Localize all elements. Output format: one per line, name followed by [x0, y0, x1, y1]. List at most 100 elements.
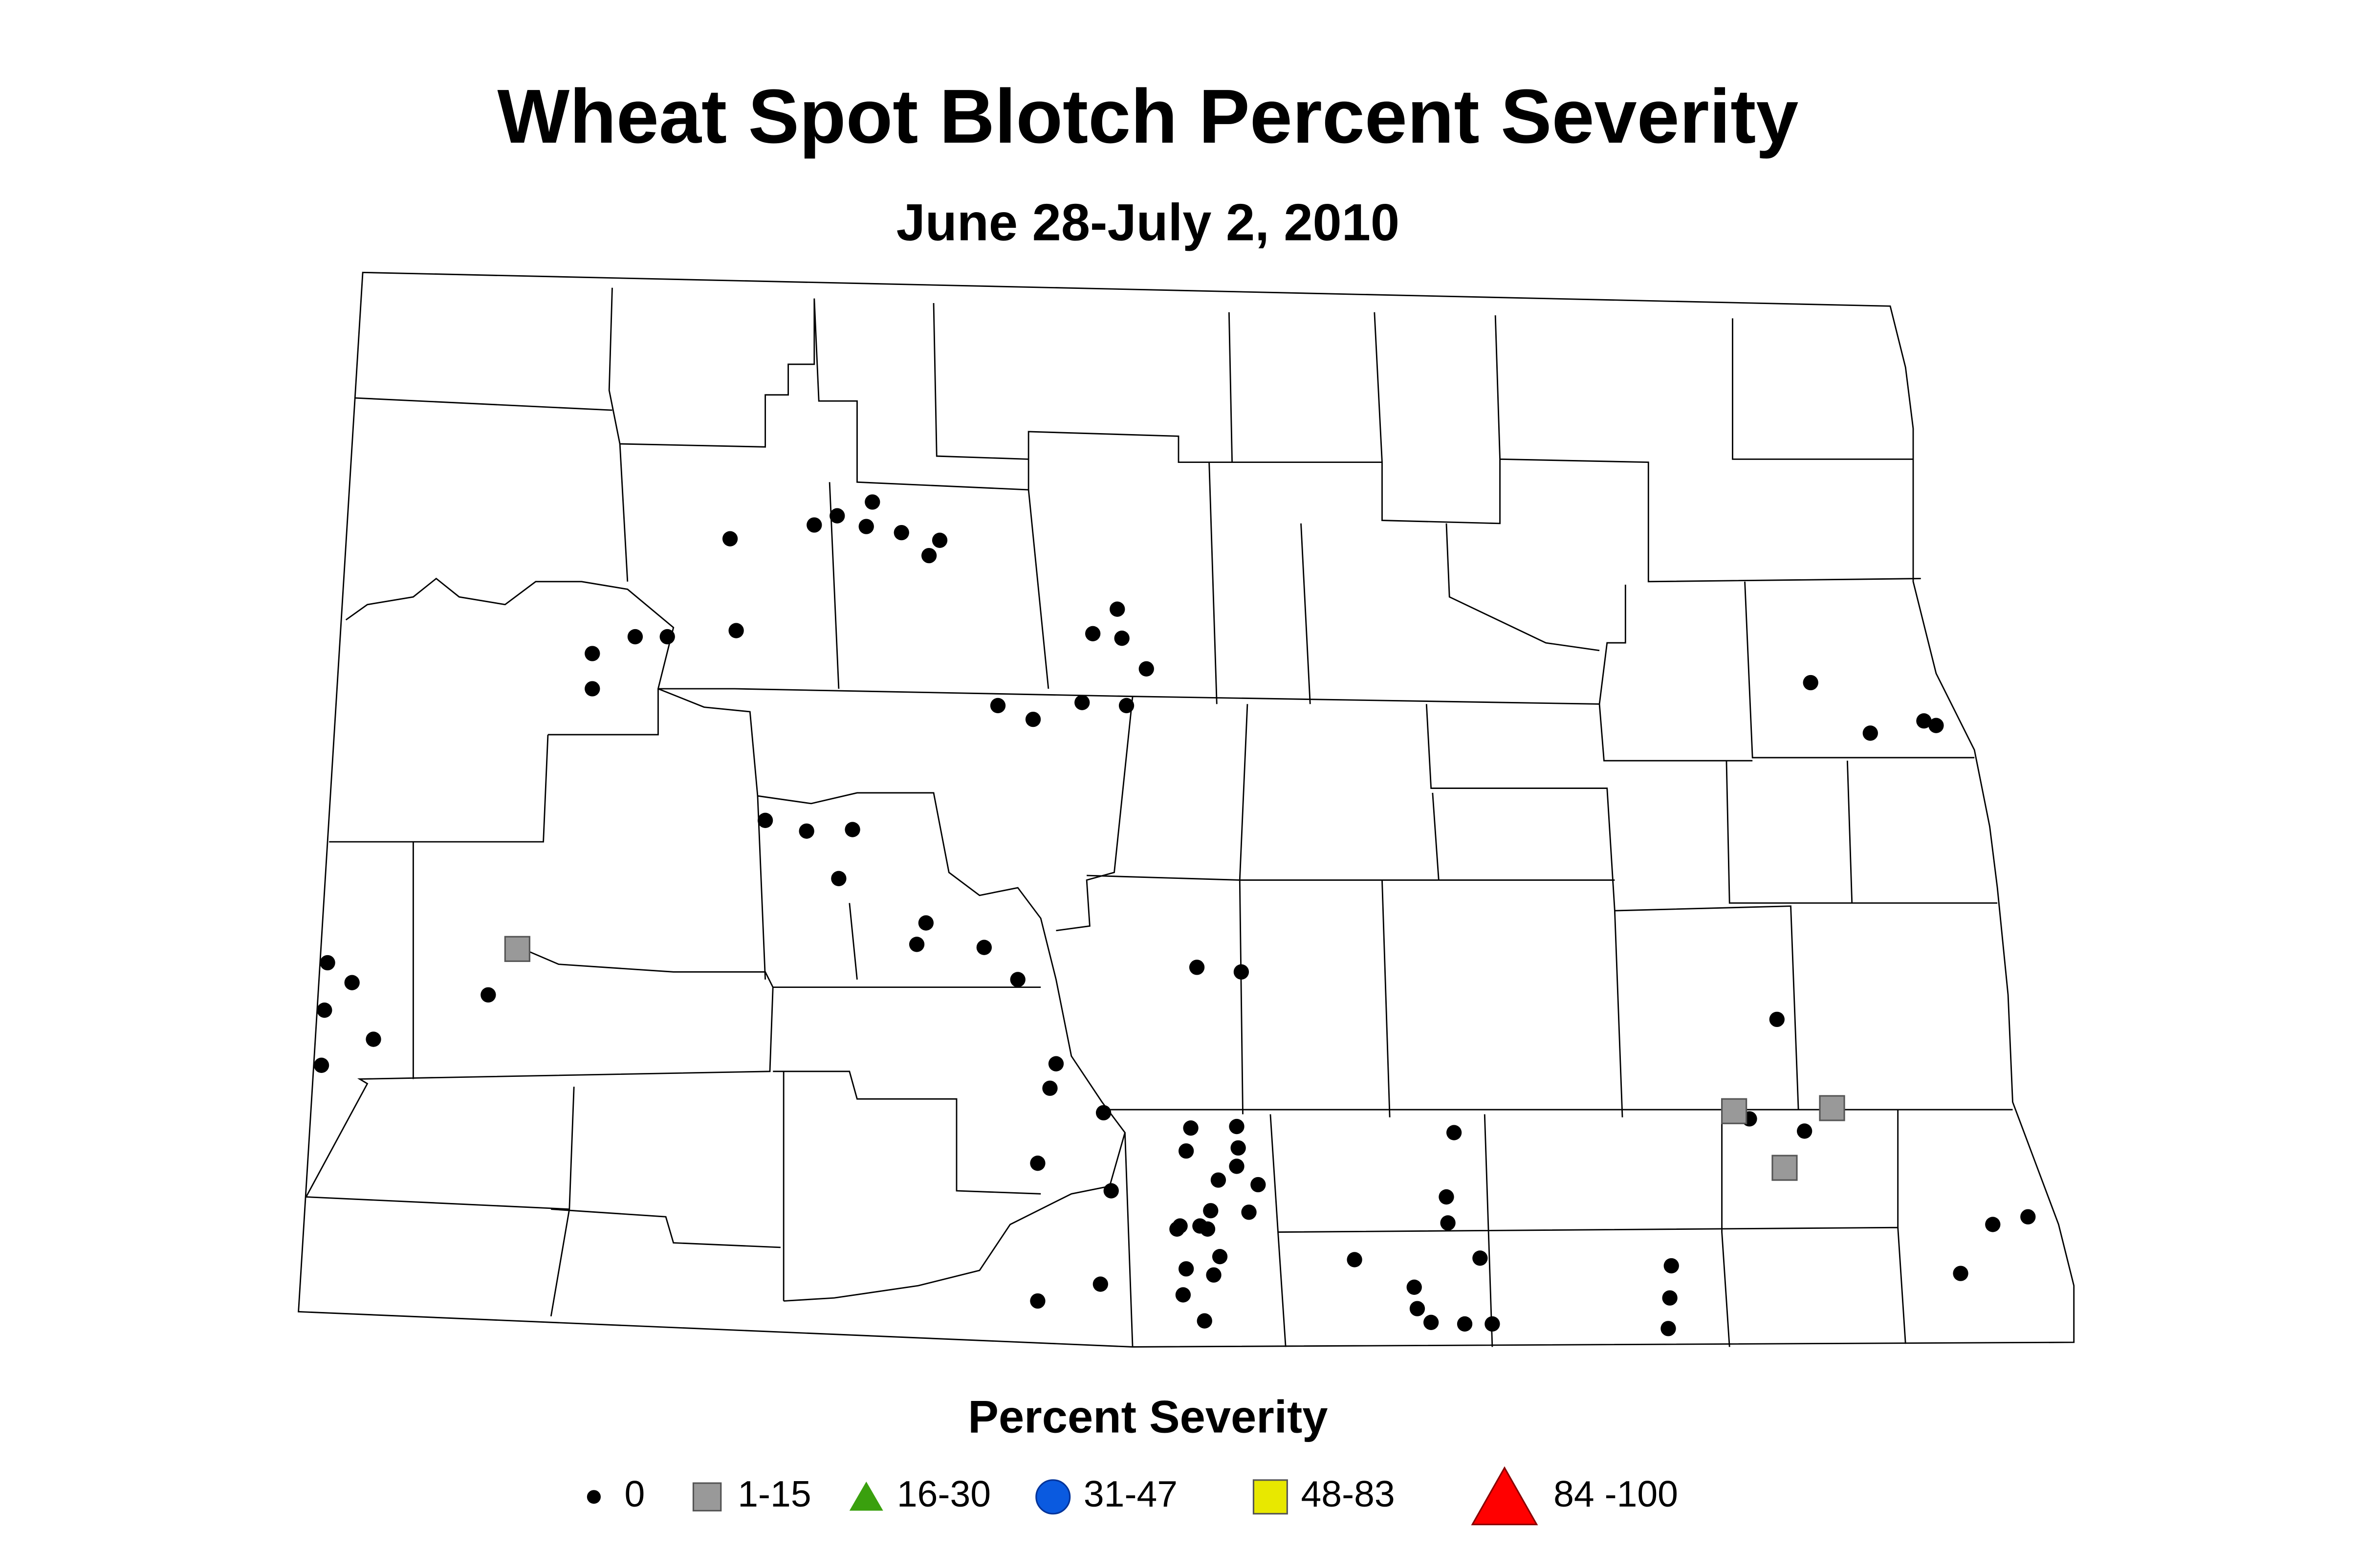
point-zero	[1953, 1266, 1968, 1281]
point-zero	[1189, 960, 1205, 975]
point-zero	[757, 812, 773, 828]
legend-label: 0	[625, 1473, 645, 1514]
point-zero	[728, 623, 744, 638]
point-zero	[932, 532, 948, 548]
point-zero	[1179, 1143, 1194, 1159]
subtitle: June 28-July 2, 2010	[896, 194, 1400, 252]
title: Wheat Spot Blotch Percent Severity	[497, 74, 1798, 159]
legend-symbol	[1471, 1466, 1538, 1526]
point-zero	[1916, 713, 1932, 729]
point-zero	[1169, 1221, 1185, 1237]
point-zero	[1457, 1316, 1473, 1332]
legend: 0 1-15 16-30 31-47 48-83 84 -100	[587, 1466, 1678, 1526]
legend-label: 31-47	[1084, 1473, 1178, 1514]
point-zero	[1347, 1252, 1362, 1268]
point-zero	[799, 823, 814, 839]
legend-symbol	[587, 1490, 601, 1504]
point-zero	[1406, 1279, 1422, 1295]
point-zero	[1862, 725, 1878, 741]
legend-symbol	[692, 1482, 722, 1512]
point-low	[1771, 1155, 1798, 1181]
point-zero	[1769, 1011, 1785, 1027]
point-zero	[1797, 1123, 1812, 1139]
point-zero	[1985, 1217, 2001, 1232]
point-zero	[807, 517, 822, 533]
point-zero	[1439, 1189, 1454, 1205]
point-zero	[1042, 1080, 1058, 1096]
legend-title: Percent Severity	[968, 1391, 1328, 1443]
point-zero	[585, 681, 600, 697]
county-lines-inner	[306, 443, 2013, 1347]
point-zero	[2020, 1209, 2036, 1224]
point-zero	[1118, 698, 1135, 714]
legend-label: 48-83	[1301, 1473, 1395, 1514]
point-zero	[1446, 1125, 1462, 1140]
point-low	[1819, 1095, 1845, 1121]
point-zero	[1200, 1221, 1216, 1237]
legend-symbol	[1035, 1479, 1071, 1515]
legend-label: 84 -100	[1553, 1473, 1678, 1514]
point-zero	[1048, 1056, 1064, 1071]
county-lines	[355, 287, 1921, 583]
point-zero	[585, 646, 600, 661]
point-zero	[1803, 675, 1818, 691]
point-zero	[1409, 1301, 1425, 1316]
survey-points	[313, 494, 2036, 1336]
point-zero	[865, 494, 880, 510]
point-zero	[1485, 1316, 1500, 1332]
point-zero	[659, 629, 675, 645]
point-zero	[1179, 1261, 1194, 1277]
point-zero	[894, 525, 909, 541]
legend-symbol	[1252, 1479, 1288, 1515]
point-zero	[1663, 1258, 1679, 1274]
point-zero	[1440, 1215, 1456, 1231]
point-zero	[990, 698, 1006, 714]
state-outline	[298, 271, 2075, 1348]
point-zero	[1183, 1120, 1199, 1136]
point-zero	[909, 937, 925, 952]
point-zero	[1241, 1204, 1257, 1220]
point-zero	[1229, 1118, 1245, 1135]
point-zero	[976, 940, 992, 955]
point-zero	[1175, 1287, 1191, 1303]
point-low	[504, 936, 530, 962]
point-zero	[1206, 1267, 1222, 1283]
point-zero	[1030, 1293, 1046, 1309]
point-zero	[1423, 1314, 1439, 1330]
point-zero	[1197, 1313, 1212, 1329]
point-zero	[1138, 661, 1154, 677]
point-zero	[317, 1002, 332, 1018]
legend-symbol	[849, 1481, 883, 1511]
point-zero	[921, 547, 937, 564]
point-zero	[1233, 964, 1249, 980]
point-zero	[722, 531, 738, 546]
point-zero	[1660, 1321, 1676, 1336]
point-zero	[627, 629, 643, 645]
river	[345, 577, 1126, 1302]
point-zero	[1025, 711, 1041, 727]
point-zero	[918, 915, 934, 931]
county-map	[298, 271, 2075, 1348]
point-zero	[313, 1057, 329, 1073]
point-zero	[1030, 1156, 1046, 1171]
point-zero	[1095, 1105, 1112, 1121]
point-zero	[480, 987, 496, 1003]
point-zero	[1229, 1159, 1245, 1174]
point-zero	[1114, 631, 1130, 646]
point-zero	[831, 871, 847, 886]
point-zero	[1110, 601, 1125, 617]
point-zero	[320, 955, 335, 971]
point-zero	[1250, 1177, 1266, 1193]
point-zero	[858, 519, 874, 534]
point-low	[1721, 1098, 1747, 1124]
point-zero	[344, 975, 360, 990]
legend-label: 1-15	[738, 1473, 811, 1514]
point-zero	[1010, 972, 1026, 987]
point-zero	[1928, 718, 1944, 733]
point-zero	[366, 1031, 381, 1047]
point-zero	[1210, 1172, 1226, 1188]
point-zero	[1212, 1249, 1228, 1265]
point-zero	[1085, 626, 1101, 641]
